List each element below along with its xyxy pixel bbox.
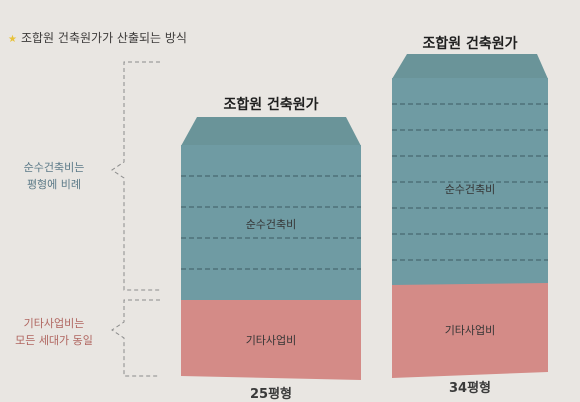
bar-25-other-label: 기타사업비 (245, 334, 297, 347)
bracket-other (111, 299, 160, 377)
bar-25-construction-label: 순수건축비 (245, 218, 297, 231)
bar-34-roof (392, 54, 548, 79)
bar-25-x-label: 25평형 (249, 387, 292, 402)
bar-34-title: 조합원 건축원가 (422, 36, 518, 52)
side-note-construction-line1: 순수건축비는 (23, 161, 85, 174)
bar-34-other (392, 283, 548, 378)
bar-25-roof (181, 117, 361, 146)
side-note-construction-line2: 평형에 비례 (26, 178, 82, 191)
bar-25-title: 조합원 건축원가 (223, 97, 319, 113)
bar-25 (181, 117, 361, 380)
side-note-other-line2: 모든 세대가 동일 (15, 334, 93, 347)
diagram-header: ★ 조합원 건축원가가 산출되는 방식 (8, 29, 187, 46)
header-text: 조합원 건축원가가 산출되는 방식 (20, 31, 187, 45)
bracket-construction (111, 61, 160, 291)
side-note-other: 기타사업비는 모든 세대가 동일 (12, 315, 96, 349)
bar-34-x-label: 34평형 (448, 381, 491, 396)
bar-25-other (181, 300, 361, 380)
side-note-construction: 순수건축비는 평형에 비례 (12, 159, 96, 193)
bar-34-other-label: 기타사업비 (444, 324, 496, 337)
bar-34-construction-label: 순수건축비 (444, 183, 496, 196)
side-note-other-line1: 기타사업비는 (23, 317, 85, 330)
bar-25-construction (181, 145, 361, 300)
star-icon: ★ (8, 34, 17, 45)
bar-34 (392, 54, 548, 378)
